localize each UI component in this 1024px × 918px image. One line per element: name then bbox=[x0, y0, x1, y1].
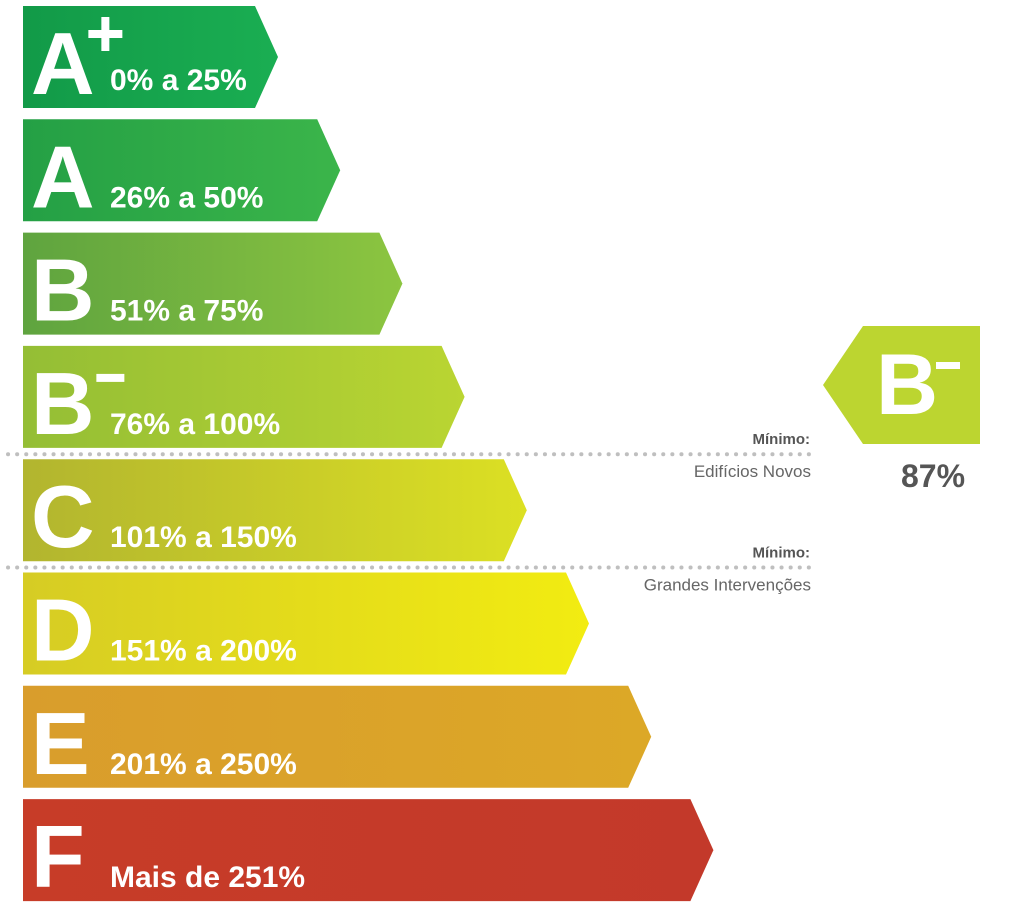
rating-bar-a: A 26% a 50% bbox=[23, 119, 341, 226]
current-rating: B 87% bbox=[823, 326, 980, 494]
bar-shape-a-plus bbox=[23, 6, 278, 108]
class-range-a-plus: 0% a 25% bbox=[110, 64, 247, 97]
rating-bar-b-minus: B 76% a 100% bbox=[23, 345, 465, 453]
rating-minus-sign bbox=[936, 362, 960, 369]
rating-bar-a-plus: A 0% a 25% bbox=[23, 6, 278, 113]
class-range-e: 201% a 250% bbox=[110, 748, 297, 781]
minus-sign bbox=[96, 373, 125, 382]
class-range-f: Mais de 251% bbox=[110, 861, 305, 894]
rating-letter: B bbox=[876, 337, 938, 433]
bar-shape-d bbox=[23, 572, 589, 675]
rating-bar-f: F Mais de 251% bbox=[23, 799, 714, 906]
minimum-line-1: Mínimo: Edifícios Novos bbox=[6, 431, 814, 481]
plus-sign-v bbox=[101, 17, 110, 51]
class-letter-d: D bbox=[31, 581, 95, 680]
bar-shape-b-minus bbox=[23, 345, 465, 448]
bar-shape-e bbox=[23, 685, 652, 788]
minimum-subtitle: Grandes Intervenções bbox=[644, 576, 811, 595]
class-letter-f: F bbox=[31, 807, 85, 906]
bar-shape-b bbox=[23, 232, 403, 335]
class-range-c: 101% a 150% bbox=[110, 521, 297, 554]
class-letter-b: B bbox=[31, 241, 95, 340]
class-letter-a-plus: A bbox=[31, 14, 95, 113]
bar-shape-a bbox=[23, 119, 341, 222]
minimum-lines: Mínimo: Edifícios Novos Mínimo: Grandes Int… bbox=[6, 431, 814, 595]
rating-bar-e: E 201% a 250% bbox=[23, 685, 652, 793]
rating-bar-c: C 101% a 150% bbox=[23, 459, 527, 566]
class-range-b-minus: 76% a 100% bbox=[110, 408, 280, 441]
minimum-line-2: Mínimo: Grandes Intervenções bbox=[6, 545, 814, 595]
minimum-subtitle: Edifícios Novos bbox=[694, 462, 811, 481]
minimum-title: Mínimo: bbox=[753, 545, 811, 562]
rating-bars: A 0% a 25% A 26% a 50% B 51% a 75% B 76% a 100%… bbox=[23, 6, 714, 906]
class-letter-e: E bbox=[31, 694, 90, 793]
bar-shape-f bbox=[23, 799, 714, 902]
class-letter-c: C bbox=[31, 467, 95, 566]
bar-shape-c bbox=[23, 459, 527, 562]
rating-bar-d: D 151% a 200% bbox=[23, 572, 589, 680]
rating-bar-b: B 51% a 75% bbox=[23, 232, 403, 340]
current-rating-badge: B 87% bbox=[823, 326, 980, 494]
class-range-b: 51% a 75% bbox=[110, 295, 263, 328]
class-range-d: 151% a 200% bbox=[110, 635, 297, 668]
class-range-a: 26% a 50% bbox=[110, 181, 263, 214]
minimum-title: Mínimo: bbox=[753, 431, 811, 448]
class-letter-a: A bbox=[31, 127, 95, 226]
rating-value: 87% bbox=[901, 458, 965, 494]
rating-arrow-shape bbox=[823, 326, 980, 444]
class-letter-b-minus: B bbox=[31, 354, 95, 453]
